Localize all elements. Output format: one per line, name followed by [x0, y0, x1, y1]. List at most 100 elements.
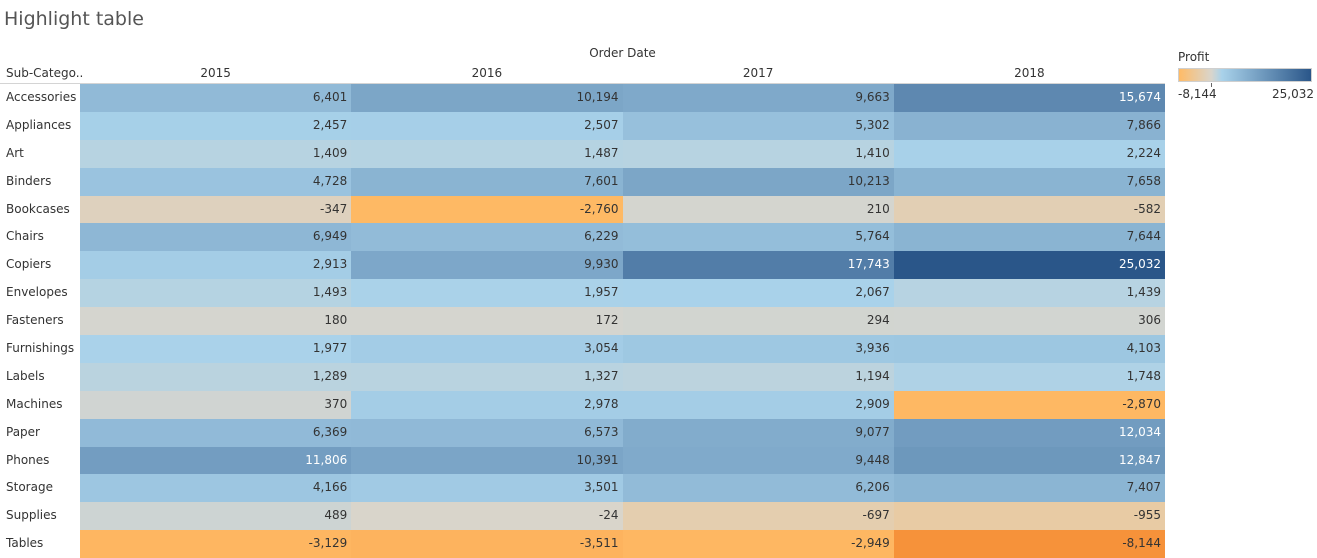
- cell-accessories-2018[interactable]: 15,674: [893, 84, 1165, 112]
- cell-paper-2015[interactable]: 6,369: [80, 418, 352, 447]
- column-header-2015: 2015: [200, 66, 231, 80]
- cell-copiers-2016[interactable]: 9,930: [351, 251, 623, 280]
- cell-furnishings-2018[interactable]: 4,103: [893, 335, 1165, 363]
- column-headers: 2015 2016 2017 2018: [80, 66, 1165, 82]
- row-label-appliances: Appliances: [6, 117, 72, 132]
- cell-bookcases-2018[interactable]: -582: [893, 195, 1165, 224]
- cell-fasteners-2016[interactable]: 172: [351, 307, 623, 336]
- cell-art-2016[interactable]: 1,487: [351, 139, 623, 168]
- cell-accessories-2015[interactable]: 6,401: [80, 84, 352, 112]
- cell-tables-2018[interactable]: -8,144: [893, 530, 1165, 558]
- row-label-envelopes: Envelopes: [6, 285, 68, 300]
- cell-storage-2017[interactable]: 6,206: [622, 474, 894, 503]
- cell-binders-2016[interactable]: 7,601: [351, 167, 623, 196]
- row-label-bookcases: Bookcases: [6, 201, 70, 216]
- row-header-title: Sub-Catego..: [6, 66, 84, 80]
- cell-appliances-2017[interactable]: 5,302: [622, 111, 894, 140]
- cell-labels-2015[interactable]: 1,289: [80, 362, 352, 391]
- column-header-2017: 2017: [742, 66, 774, 80]
- cell-appliances-2016[interactable]: 2,507: [351, 111, 623, 140]
- cell-phones-2018[interactable]: 12,847: [893, 446, 1165, 475]
- cell-fasteners-2015[interactable]: 180: [80, 307, 352, 336]
- row-label-furnishings: Furnishings: [6, 341, 75, 356]
- cell-machines-2017[interactable]: 2,909: [622, 390, 894, 419]
- cell-tables-2016[interactable]: -3,511: [351, 530, 623, 558]
- cell-tables-2015[interactable]: -3,129: [80, 530, 352, 558]
- cell-phones-2016[interactable]: 10,391: [351, 446, 623, 475]
- cell-storage-2015[interactable]: 4,166: [80, 474, 352, 503]
- cell-chairs-2016[interactable]: 6,229: [351, 223, 623, 252]
- cell-binders-2015[interactable]: 4,728: [80, 167, 352, 196]
- cell-binders-2018[interactable]: 7,658: [893, 167, 1165, 196]
- page-title: Highlight table: [4, 8, 144, 30]
- row-label-storage: Storage: [6, 480, 53, 495]
- cell-furnishings-2015[interactable]: 1,977: [80, 335, 352, 363]
- cell-phones-2017[interactable]: 9,448: [622, 446, 894, 475]
- cell-machines-2018[interactable]: -2,870: [893, 390, 1165, 419]
- cell-accessories-2016[interactable]: 10,194: [351, 84, 623, 112]
- header-divider: [0, 83, 1165, 84]
- cell-machines-2015[interactable]: 370: [80, 390, 352, 419]
- cell-chairs-2015[interactable]: 6,949: [80, 223, 352, 252]
- cell-supplies-2016[interactable]: -24: [351, 502, 623, 531]
- cell-envelopes-2015[interactable]: 1,493: [80, 279, 352, 308]
- cell-appliances-2018[interactable]: 7,866: [893, 111, 1165, 140]
- row-label-supplies: Supplies: [6, 508, 57, 523]
- cell-bookcases-2015[interactable]: -347: [80, 195, 352, 224]
- cell-labels-2016[interactable]: 1,327: [351, 362, 623, 391]
- row-label-chairs: Chairs: [6, 229, 44, 244]
- row-label-fasteners: Fasteners: [6, 313, 64, 328]
- legend-gradient-bar: [1178, 68, 1312, 87]
- row-label-binders: Binders: [6, 173, 52, 188]
- cell-fasteners-2018[interactable]: 306: [893, 307, 1165, 336]
- row-label-labels: Labels: [6, 368, 45, 383]
- cell-tables-2017[interactable]: -2,949: [622, 530, 894, 558]
- cell-accessories-2017[interactable]: 9,663: [622, 84, 894, 112]
- column-group-title: Order Date: [589, 46, 656, 60]
- cell-art-2017[interactable]: 1,410: [622, 139, 894, 168]
- cell-labels-2018[interactable]: 1,748: [893, 362, 1165, 391]
- cell-envelopes-2018[interactable]: 1,439: [893, 279, 1165, 308]
- cell-art-2018[interactable]: 2,224: [893, 139, 1165, 168]
- legend-max-label: 25,032: [1272, 87, 1314, 101]
- cell-copiers-2017[interactable]: 17,743: [622, 251, 894, 280]
- highlight-table-grid: 6,401 10,194 9,663 15,674 2,457 2,507 5,302 7,8…: [80, 84, 1165, 558]
- cell-bookcases-2017[interactable]: 210: [622, 195, 894, 224]
- row-labels: Accessories Appliances Art Binders Bookcases…: [0, 84, 80, 558]
- cell-envelopes-2016[interactable]: 1,957: [351, 279, 623, 308]
- cell-binders-2017[interactable]: 10,213: [622, 167, 894, 196]
- cell-labels-2017[interactable]: 1,194: [622, 362, 894, 391]
- cell-storage-2018[interactable]: 7,407: [893, 474, 1165, 503]
- cell-storage-2016[interactable]: 3,501: [351, 474, 623, 503]
- legend-zero-tick: [1211, 83, 1213, 87]
- row-label-accessories: Accessories: [6, 90, 77, 104]
- row-label-paper: Paper: [6, 424, 40, 439]
- column-header-2018: 2018: [1014, 66, 1045, 80]
- row-label-machines: Machines: [6, 396, 63, 411]
- color-legend[interactable]: Profit -8,144 25,032: [1178, 50, 1314, 101]
- cell-furnishings-2017[interactable]: 3,936: [622, 335, 894, 363]
- cell-machines-2016[interactable]: 2,978: [351, 390, 623, 419]
- cell-paper-2017[interactable]: 9,077: [622, 418, 894, 447]
- cell-chairs-2018[interactable]: 7,644: [893, 223, 1165, 252]
- cell-fasteners-2017[interactable]: 294: [622, 307, 894, 336]
- cell-copiers-2018[interactable]: 25,032: [893, 251, 1165, 280]
- cell-phones-2015[interactable]: 11,806: [80, 446, 352, 475]
- row-label-copiers: Copiers: [6, 257, 52, 272]
- cell-copiers-2015[interactable]: 2,913: [80, 251, 352, 280]
- cell-bookcases-2016[interactable]: -2,760: [351, 195, 623, 224]
- cell-envelopes-2017[interactable]: 2,067: [622, 279, 894, 308]
- cell-appliances-2015[interactable]: 2,457: [80, 111, 352, 140]
- cell-art-2015[interactable]: 1,409: [80, 139, 352, 168]
- cell-paper-2016[interactable]: 6,573: [351, 418, 623, 447]
- legend-title: Profit: [1178, 50, 1210, 64]
- cell-supplies-2015[interactable]: 489: [80, 502, 352, 531]
- cell-furnishings-2016[interactable]: 3,054: [351, 335, 623, 363]
- legend-min-label: -8,144: [1178, 87, 1217, 101]
- cell-supplies-2017[interactable]: -697: [622, 502, 894, 531]
- row-label-tables: Tables: [6, 536, 44, 551]
- column-header-2016: 2016: [471, 66, 503, 80]
- cell-paper-2018[interactable]: 12,034: [893, 418, 1165, 447]
- cell-chairs-2017[interactable]: 5,764: [622, 223, 894, 252]
- cell-supplies-2018[interactable]: -955: [893, 502, 1165, 531]
